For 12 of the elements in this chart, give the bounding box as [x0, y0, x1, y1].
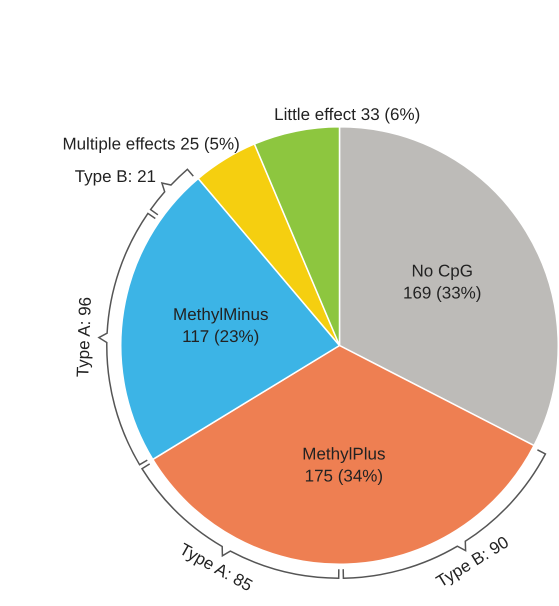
- text: Type B: 90: [432, 532, 512, 592]
- slice-label: No CpG: [411, 262, 473, 281]
- slice-label: Little effect 33 (6%): [274, 104, 420, 124]
- slice-label: MethylMinus: [173, 304, 268, 324]
- slice-label: MethylPlus: [302, 444, 386, 464]
- data-label: 169 (33%): [402, 284, 482, 303]
- slice-label: Multiple effects 25 (5%): [62, 134, 240, 154]
- text: Type B: 21: [74, 167, 156, 186]
- data-label: 117 (23%): [182, 326, 260, 346]
- text: Type A: 85: [176, 540, 256, 596]
- data-label: 175 (34%): [304, 466, 384, 486]
- text: Type A: 96: [73, 296, 95, 378]
